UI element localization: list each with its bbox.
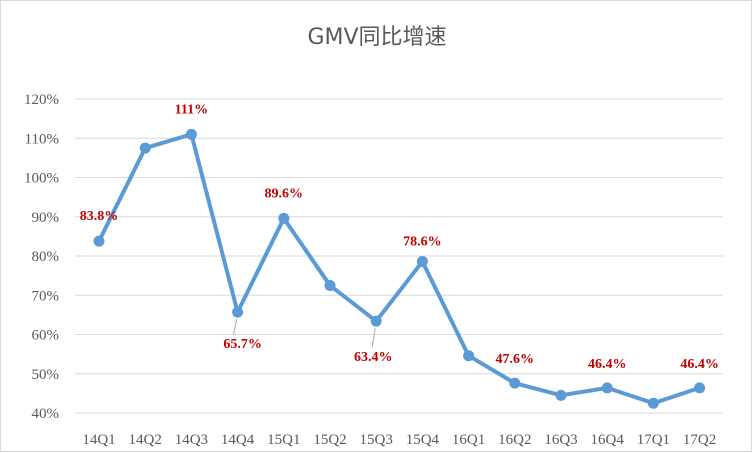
data-label: 63.4% <box>354 350 393 365</box>
data-point <box>647 397 659 409</box>
x-tick-label: 17Q1 <box>637 432 670 448</box>
y-tick-label: 120% <box>24 92 59 108</box>
data-label: 46.4% <box>588 357 627 372</box>
label-leader-line <box>371 328 376 348</box>
y-tick-label: 100% <box>24 171 59 187</box>
x-tick-label: 17Q2 <box>683 432 716 448</box>
x-tick-label: 14Q1 <box>82 432 115 448</box>
data-label: 89.6% <box>265 186 304 201</box>
data-label: 46.4% <box>680 357 719 372</box>
data-point <box>232 306 244 318</box>
data-point <box>93 235 105 247</box>
data-point <box>509 377 521 389</box>
x-tick-label: 16Q4 <box>591 432 625 448</box>
data-point <box>278 212 290 224</box>
x-tick-label: 16Q2 <box>498 432 531 448</box>
data-point <box>463 350 475 362</box>
x-tick-label: 14Q4 <box>221 432 255 448</box>
x-tick-label: 16Q3 <box>544 432 577 448</box>
x-tick-label: 15Q3 <box>360 432 393 448</box>
y-tick-label: 60% <box>32 328 60 344</box>
y-tick-label: 110% <box>25 131 59 147</box>
data-point <box>555 389 567 401</box>
data-point <box>694 382 706 394</box>
data-label: 47.6% <box>496 352 535 367</box>
chart-title: GMV同比增速 <box>307 25 447 50</box>
x-tick-label: 15Q4 <box>406 432 440 448</box>
y-tick-label: 80% <box>32 249 60 265</box>
x-tick-label: 15Q2 <box>313 432 346 448</box>
x-tick-label: 15Q1 <box>267 432 300 448</box>
data-label: 65.7% <box>223 337 262 352</box>
data-label: 83.8% <box>80 209 119 224</box>
label-leader-line <box>233 319 238 335</box>
data-point <box>416 255 428 267</box>
y-tick-label: 50% <box>32 367 60 383</box>
data-point <box>601 382 613 394</box>
data-point <box>370 315 382 327</box>
y-tick-label: 40% <box>32 406 60 422</box>
series-line <box>97 132 702 406</box>
data-point <box>139 142 151 154</box>
x-tick-label: 14Q3 <box>175 432 208 448</box>
data-label: 111% <box>175 102 208 117</box>
x-tick-label: 16Q1 <box>452 432 485 448</box>
data-point <box>324 279 336 291</box>
y-tick-label: 90% <box>32 210 60 226</box>
x-tick-label: 14Q2 <box>129 432 162 448</box>
y-tick-label: 70% <box>32 288 60 304</box>
data-point <box>185 128 197 140</box>
data-label: 78.6% <box>403 234 442 249</box>
